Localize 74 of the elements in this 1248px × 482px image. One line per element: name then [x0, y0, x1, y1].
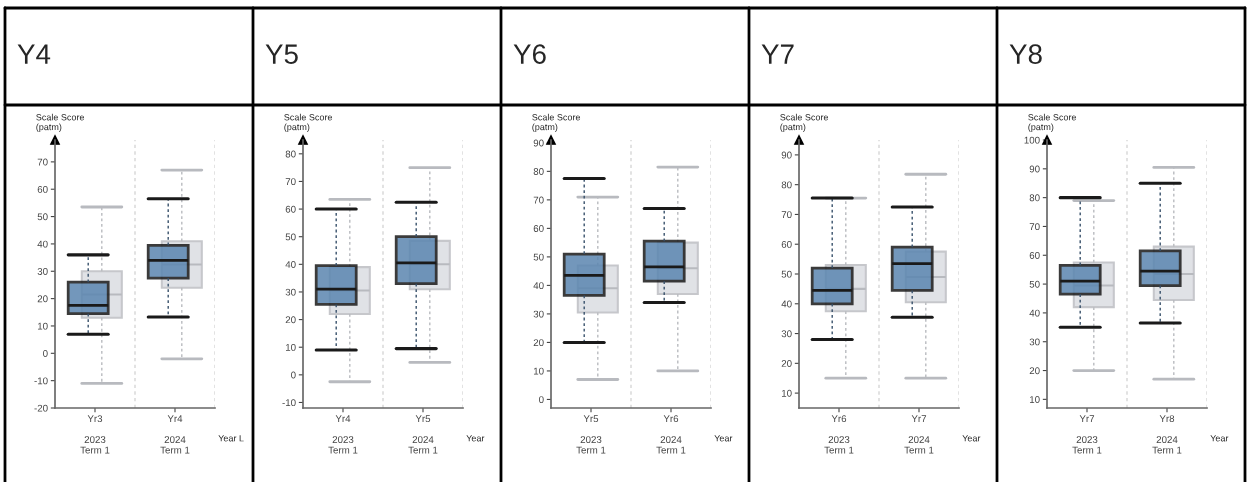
y-tick-label: 90 — [1029, 165, 1040, 173]
x-axis-title: Year — [714, 435, 733, 442]
chart-title: Y5 — [265, 44, 298, 64]
y-axis-title: Scale Score (patm) — [1028, 113, 1077, 132]
category-label: Yr5 2023 Term 1 — [576, 415, 606, 454]
y-tick-label: 10 — [37, 322, 48, 330]
y-tick-label: -20 — [34, 404, 48, 412]
y-axis-title: Scale Score (patm) — [284, 113, 333, 132]
category-label: Yr4 2024 Term 1 — [160, 415, 190, 454]
y-tick-label: 70 — [533, 196, 544, 204]
y-tick-label: 30 — [37, 268, 48, 275]
chart-title: Y6 — [513, 44, 546, 64]
y-tick-label: 20 — [285, 316, 296, 324]
y-tick-label: 70 — [781, 211, 792, 219]
y-tick-label: 30 — [781, 330, 792, 338]
category-label: Yr4 2023 Term 1 — [328, 415, 358, 454]
y-tick-label: 80 — [1029, 194, 1040, 202]
y-tick-label: 80 — [533, 168, 544, 175]
y-tick-label: 10 — [533, 367, 544, 375]
category-label: Yr3 2023 Term 1 — [80, 415, 110, 454]
category-label: Yr6 2024 Term 1 — [656, 415, 686, 454]
category-label: Yr6 2023 Term 1 — [824, 415, 854, 454]
y-tick-label: 10 — [285, 343, 296, 351]
y-tick-label: 90 — [533, 139, 544, 147]
y-tick-label: 80 — [781, 181, 792, 189]
chart-title: Y8 — [1009, 44, 1042, 64]
y-tick-label: 40 — [781, 300, 792, 308]
y-tick-label: 50 — [781, 270, 792, 278]
y-tick-label: 0 — [539, 396, 544, 404]
x-axis-title: Year — [466, 435, 485, 442]
y-tick-label: 60 — [533, 225, 544, 232]
y-tick-label: 60 — [285, 205, 296, 213]
x-axis-title: Year L — [218, 435, 244, 442]
y-tick-label: 10 — [1029, 396, 1040, 403]
x-axis-title: Year — [1210, 435, 1229, 442]
y-tick-label: 50 — [533, 253, 544, 261]
chart-title: Y7 — [761, 44, 794, 64]
y-tick-label: 70 — [1029, 223, 1040, 231]
y-tick-label: 40 — [1029, 309, 1040, 317]
y-tick-label: 40 — [37, 240, 48, 248]
y-tick-label: 60 — [1029, 252, 1040, 259]
category-label: Yr7 2024 Term 1 — [904, 415, 934, 454]
y-tick-label: 30 — [285, 288, 296, 296]
y-tick-label: 60 — [781, 240, 792, 248]
y-axis-title: Scale Score (patm) — [532, 113, 581, 132]
y-tick-label: 90 — [781, 151, 792, 159]
y-tick-label: 100 — [1024, 136, 1040, 144]
y-tick-label: 20 — [533, 339, 544, 347]
y-tick-label: 80 — [285, 150, 296, 158]
y-tick-label: 20 — [1029, 367, 1040, 375]
y-tick-label: 50 — [1029, 280, 1040, 288]
y-tick-label: 70 — [37, 158, 48, 166]
y-tick-label: 60 — [37, 185, 48, 193]
category-label: Yr5 2024 Term 1 — [408, 415, 438, 454]
chart-title: Y4 — [17, 44, 51, 64]
y-tick-label: -10 — [34, 377, 48, 385]
y-axis-title: Scale Score (patm) — [780, 113, 829, 132]
y-tick-label: 40 — [533, 282, 544, 290]
y-tick-label: 30 — [533, 310, 544, 318]
y-tick-label: -10 — [282, 399, 296, 407]
y-tick-label: 20 — [781, 360, 792, 367]
category-label: Yr8 2024 Term 1 — [1152, 415, 1182, 454]
category-label: Yr7 2023 Term 1 — [1072, 415, 1102, 454]
y-tick-label: 50 — [37, 213, 48, 221]
y-tick-label: 30 — [1029, 338, 1040, 346]
x-axis-title: Year — [962, 435, 981, 442]
y-tick-label: 70 — [285, 178, 296, 186]
y-tick-label: 20 — [37, 295, 48, 303]
y-tick-label: 50 — [285, 233, 296, 241]
y-tick-label: 10 — [781, 389, 792, 397]
y-axis-title: Scale Score (patm) — [36, 113, 85, 132]
y-tick-label: 0 — [291, 371, 296, 379]
y-tick-label: 0 — [43, 350, 48, 357]
y-tick-label: 40 — [285, 261, 296, 268]
